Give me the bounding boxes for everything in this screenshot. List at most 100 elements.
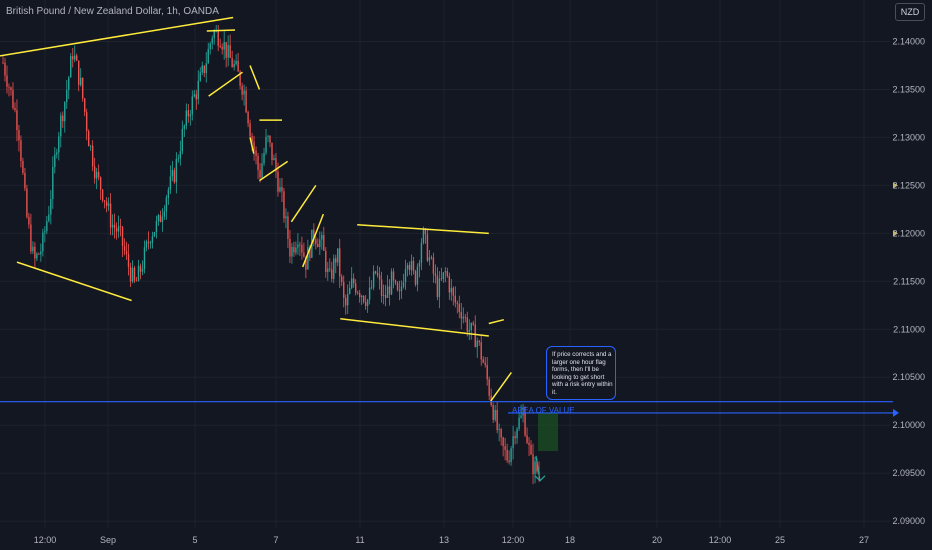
price-tick-6: 2.11000 — [893, 324, 925, 334]
candle-body — [2, 62, 4, 64]
candle-body — [8, 86, 10, 88]
candle-body — [273, 158, 275, 161]
candle-body — [255, 150, 257, 156]
trend-line-flag-5[interactable] — [301, 213, 325, 268]
level-handle-icon[interactable] — [893, 408, 899, 417]
candle-body — [277, 171, 279, 192]
trend-line-flag-top-1[interactable] — [206, 29, 236, 32]
candle-body — [372, 271, 375, 288]
candle-body — [512, 436, 514, 449]
price-tick-9: 2.09500 — [892, 468, 925, 478]
candle-body — [376, 273, 379, 276]
candle-body — [486, 364, 488, 380]
candle-body — [133, 267, 136, 281]
trend-line-flag-4[interactable] — [290, 184, 317, 223]
candle-body — [229, 45, 231, 58]
candle-body — [462, 316, 464, 319]
trend-lines[interactable] — [0, 16, 512, 402]
candle-body — [20, 140, 22, 162]
candle-body — [117, 226, 120, 232]
candle-body — [74, 55, 76, 60]
target-arrow-icon — [534, 455, 546, 482]
candle-body — [189, 114, 191, 117]
candle-body — [40, 251, 42, 255]
candle-body — [333, 258, 335, 279]
candle-body — [416, 266, 419, 285]
time-axis[interactable]: 12:00 Sep 5 7 11 13 12:00 18 20 12:00 25 27 — [34, 535, 869, 545]
candle-body — [58, 136, 60, 153]
trend-line-flag-bottom-2[interactable] — [249, 137, 255, 154]
candle-body — [85, 112, 88, 132]
candle-body — [382, 294, 385, 296]
trend-line-flag-top-6[interactable] — [488, 318, 505, 325]
candle-body — [143, 247, 146, 269]
price-axis[interactable]: 2.14000 2.13500 2.13000 2.12500 2.12000 2.115… — [892, 36, 925, 526]
candle-body — [191, 96, 193, 115]
candle-body — [197, 80, 199, 100]
candle-body — [406, 265, 409, 270]
candle-body — [91, 145, 94, 167]
candle-body — [418, 262, 421, 267]
trend-line-range-top[interactable] — [357, 223, 489, 235]
trend-line-flag-bottom-3[interactable] — [259, 160, 289, 182]
candle-body — [50, 198, 52, 215]
candle-body — [263, 152, 265, 164]
candle-body — [492, 405, 494, 420]
trend-line-flag-top-2[interactable] — [249, 65, 261, 90]
candle-body — [440, 278, 443, 280]
trend-line-upper-channel[interactable] — [0, 16, 234, 57]
candle-body — [283, 191, 285, 219]
candle-body — [448, 276, 451, 293]
trend-line-range-bottom[interactable] — [340, 317, 489, 337]
candle-body — [34, 246, 36, 259]
candle-body — [444, 271, 447, 273]
candle-body — [313, 229, 315, 240]
target-zone — [538, 412, 558, 452]
candle-body — [199, 72, 201, 81]
candle-body — [145, 241, 148, 248]
candle-body — [323, 235, 325, 251]
trend-line-flag-bottom-6[interactable] — [490, 371, 512, 402]
currency-button[interactable]: NZD — [895, 3, 925, 21]
candle-body — [514, 436, 516, 439]
candle-body — [516, 428, 518, 439]
candle-body — [498, 429, 500, 431]
candle-body — [16, 110, 18, 131]
candle-body — [398, 290, 401, 292]
price-tick-2: 2.13000 — [892, 132, 925, 142]
candle-body — [42, 232, 44, 252]
candle-body — [95, 171, 98, 179]
trade-note[interactable]: If price corrects and a larger one hour … — [546, 346, 616, 400]
candle-body — [530, 445, 532, 455]
candle-body — [285, 216, 287, 219]
trend-line-lower-channel[interactable] — [16, 261, 132, 302]
candle-body — [147, 241, 150, 244]
candle-body — [257, 155, 259, 171]
time-tick-11: 27 — [859, 535, 869, 545]
candle-body — [177, 158, 180, 160]
candle-body — [171, 170, 174, 177]
candle-body — [331, 269, 333, 279]
candle-body — [502, 437, 504, 447]
candle-body — [366, 299, 369, 307]
candle-body — [452, 287, 455, 296]
candle-body — [48, 214, 50, 222]
candle-body — [422, 228, 425, 243]
area-of-value-levels[interactable] — [0, 182, 899, 417]
candle-body — [420, 242, 423, 263]
candle-body — [28, 216, 30, 225]
candle-body — [251, 136, 253, 142]
candle-body — [478, 340, 480, 343]
trend-line-flag-bottom-1[interactable] — [208, 71, 243, 97]
time-tick-7: 18 — [565, 535, 575, 545]
candle-body — [317, 243, 319, 248]
candle-body — [347, 293, 349, 306]
candle-body — [436, 275, 439, 298]
candle-body — [380, 279, 383, 296]
candle-body — [6, 75, 8, 87]
candle-body — [165, 197, 168, 212]
price-tick-10: 2.09000 — [892, 516, 925, 526]
candle-body — [103, 200, 106, 202]
candle-body — [426, 234, 429, 261]
